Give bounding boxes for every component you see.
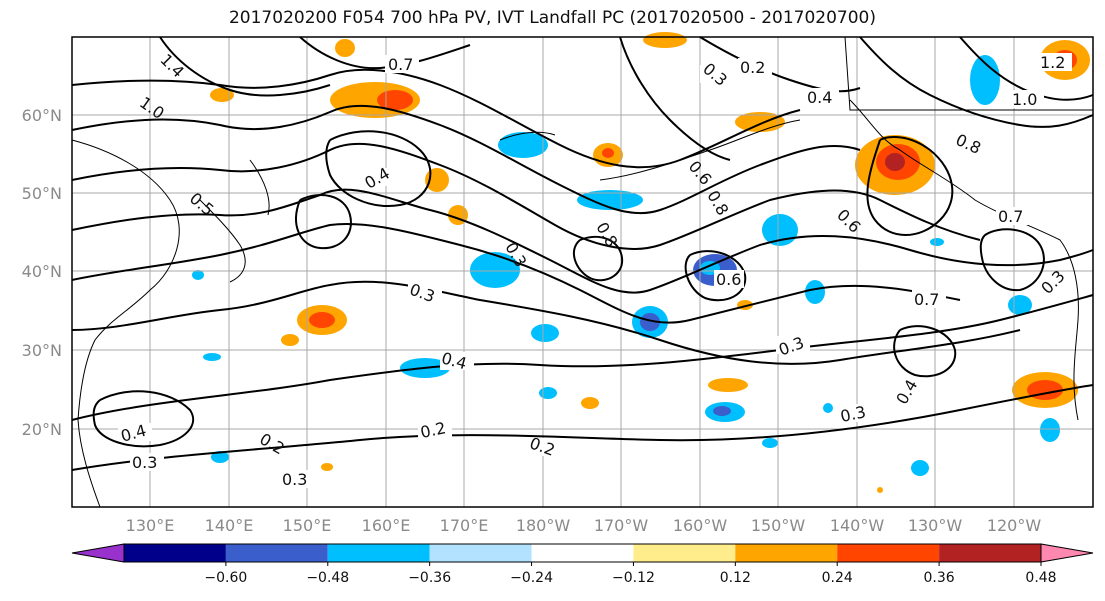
lon-label: 160°W bbox=[673, 516, 728, 535]
lat-label: 60°N bbox=[22, 106, 62, 125]
graticule bbox=[72, 37, 1093, 507]
colorbar-segment bbox=[225, 544, 328, 562]
contour-label: 0.3 bbox=[407, 280, 437, 307]
contour-label: 0.6 bbox=[685, 157, 716, 189]
contour-label: 0.3 bbox=[282, 470, 307, 489]
colorbar-segment bbox=[735, 544, 838, 562]
contour-label-group: 0.7 0.2 0.3 0.4 0.6 0.8 1.0 1.2 1.4 0.5 … bbox=[118, 50, 1072, 489]
lon-label: 180°W bbox=[516, 516, 571, 535]
contour-label: 0.6 bbox=[716, 270, 741, 289]
lon-label: 120°W bbox=[987, 516, 1042, 535]
lon-label: 140°W bbox=[830, 516, 885, 535]
contour-label: 0.4 bbox=[892, 376, 921, 408]
colorbar-segment bbox=[939, 544, 1041, 562]
latitude-labels: 60°N 50°N 40°N 30°N 20°N bbox=[22, 106, 62, 439]
colorbar-tick-label: −0.48 bbox=[306, 570, 349, 586]
colorbar-tick-label: 0.24 bbox=[822, 570, 853, 586]
map-frame bbox=[71, 36, 1094, 508]
lat-label: 40°N bbox=[22, 262, 62, 281]
colorbar-segment bbox=[429, 544, 532, 562]
contour-label: 0.2 bbox=[419, 418, 448, 442]
lon-label: 150°W bbox=[751, 516, 806, 535]
contour-label: 0.4 bbox=[361, 163, 393, 192]
contour-label: 0.6 bbox=[833, 205, 864, 236]
contour-label: 1.0 bbox=[1012, 90, 1037, 109]
lon-label: 130°W bbox=[908, 516, 963, 535]
colorbar: −0.60 −0.48 −0.36 −0.24 −0.12 0.12 0.24 0.36 0.4… bbox=[71, 543, 1094, 586]
colorbar-segment bbox=[837, 544, 940, 562]
colorbar-segment bbox=[531, 544, 634, 562]
pv-anomaly-fills bbox=[192, 32, 1090, 493]
lon-label: 160°E bbox=[362, 516, 411, 535]
colorbar-tick-label: −0.36 bbox=[408, 570, 451, 586]
contour-label: 0.4 bbox=[807, 88, 832, 107]
colorbar-segment bbox=[327, 544, 430, 562]
lon-label: 140°E bbox=[205, 516, 254, 535]
lat-label: 20°N bbox=[22, 420, 62, 439]
colorbar-segment bbox=[633, 544, 736, 562]
contour-label: 1.2 bbox=[1040, 53, 1065, 72]
colorbar-frame bbox=[123, 543, 1042, 563]
lon-label: 170°E bbox=[440, 516, 489, 535]
colorbar-segment bbox=[124, 544, 226, 562]
colorbar-tick-label: 0.12 bbox=[720, 570, 751, 586]
contour-label: 0.7 bbox=[914, 290, 939, 309]
longitude-labels: 130°E 140°E 150°E 160°E 170°E 180°W 170°… bbox=[126, 516, 1042, 535]
colorbar-extend-low bbox=[71, 543, 125, 563]
contour-label: 0.2 bbox=[740, 58, 765, 77]
contour-label: 0.2 bbox=[256, 429, 288, 458]
contour-label: 0.3 bbox=[839, 402, 868, 426]
contour-label: 1.4 bbox=[156, 50, 187, 81]
lon-label: 150°E bbox=[283, 516, 332, 535]
colorbar-tick-label: −0.24 bbox=[510, 570, 553, 586]
colorbar-tick-label: −0.60 bbox=[204, 570, 247, 586]
contour-label: 0.3 bbox=[699, 59, 731, 90]
lon-label: 170°W bbox=[594, 516, 649, 535]
colorbar-tick-label: 0.36 bbox=[924, 570, 955, 586]
contour-label: 0.3 bbox=[132, 453, 157, 472]
contour-label: 0.7 bbox=[998, 207, 1023, 226]
colorbar-tick-label: −0.12 bbox=[612, 570, 655, 586]
colorbar-tick-label: 0.48 bbox=[1025, 570, 1056, 586]
contour-label: 0.8 bbox=[703, 187, 732, 219]
pv-contours bbox=[71, 36, 1094, 471]
lat-label: 50°N bbox=[22, 184, 62, 203]
contour-label: 1.0 bbox=[136, 93, 168, 123]
map-title: 2017020200 F054 700 hPa PV, IVT Landfall… bbox=[228, 8, 876, 28]
contour-label: 0.7 bbox=[388, 55, 413, 74]
colorbar-extend-high bbox=[1040, 543, 1094, 563]
lon-label: 130°E bbox=[126, 516, 175, 535]
lat-label: 30°N bbox=[22, 341, 62, 360]
